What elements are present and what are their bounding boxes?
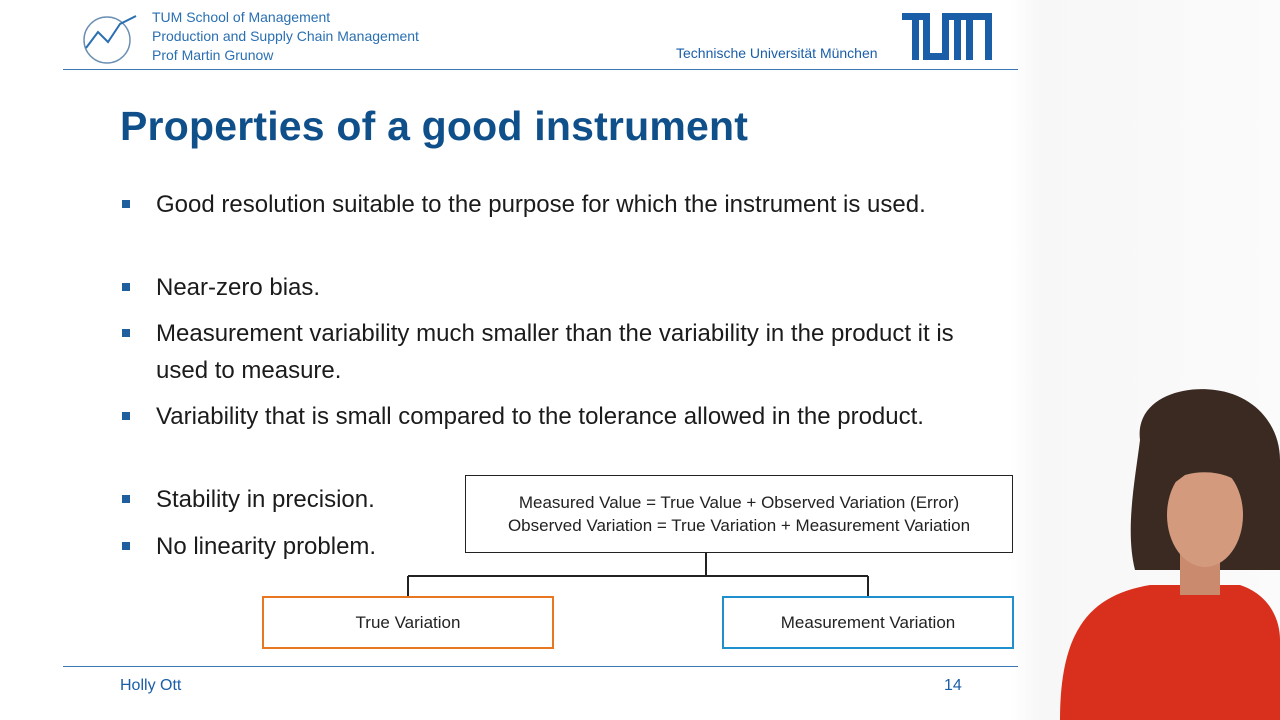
bullet-item: No linearity problem. xyxy=(122,528,456,565)
bullet-item: Measurement variability much smaller tha… xyxy=(122,315,986,389)
school-name: TUM School of Management xyxy=(152,9,331,25)
slide-title: Properties of a good instrument xyxy=(120,103,749,149)
header-divider xyxy=(63,69,1018,70)
true-variation-box: True Variation xyxy=(262,596,554,649)
school-logo-icon xyxy=(83,15,137,64)
bullet-item: Good resolution suitable to the purpose … xyxy=(122,186,986,223)
measurement-variation-box: Measurement Variation xyxy=(722,596,1014,649)
footer-author: Holly Ott xyxy=(120,677,182,694)
bullet-marker xyxy=(122,200,130,208)
bullet-text: Measurement variability much smaller tha… xyxy=(156,320,954,384)
bullet-text: Variability that is small compared to th… xyxy=(156,403,924,430)
university-name: Technische Universität München xyxy=(676,45,878,61)
formula-line-measured-value: Measured Value = True Value + Observed V… xyxy=(518,493,960,512)
footer-divider xyxy=(63,666,1018,667)
bullet-text: Good resolution suitable to the purpose … xyxy=(156,191,926,218)
presenter-video xyxy=(1060,389,1280,720)
chair-name: Production and Supply Chain Management xyxy=(152,28,419,44)
formula-line-observed-variation: Observed Variation = True Variation + Me… xyxy=(507,516,971,535)
bullet-marker xyxy=(122,412,130,420)
bullet-text: No linearity problem. xyxy=(156,533,377,560)
bullet-marker xyxy=(122,329,130,337)
formula-box: Measured Value = True Value + Observed V… xyxy=(465,475,1013,553)
bullet-marker xyxy=(122,283,130,291)
bullet-item: Variability that is small compared to th… xyxy=(122,398,986,435)
page-number: 14 xyxy=(944,677,962,694)
bullet-marker xyxy=(122,495,130,503)
bullet-text: Stability in precision. xyxy=(156,486,375,513)
bullet-item: Stability in precision. xyxy=(122,481,456,518)
professor-name: Prof Martin Grunow xyxy=(152,47,274,63)
header-text: TUM School of Management Production and … xyxy=(152,8,419,65)
tum-logo-icon xyxy=(902,13,992,60)
bullet-text: Near-zero bias. xyxy=(156,274,321,301)
bullet-marker xyxy=(122,542,130,550)
bullet-item: Near-zero bias. xyxy=(122,269,986,306)
